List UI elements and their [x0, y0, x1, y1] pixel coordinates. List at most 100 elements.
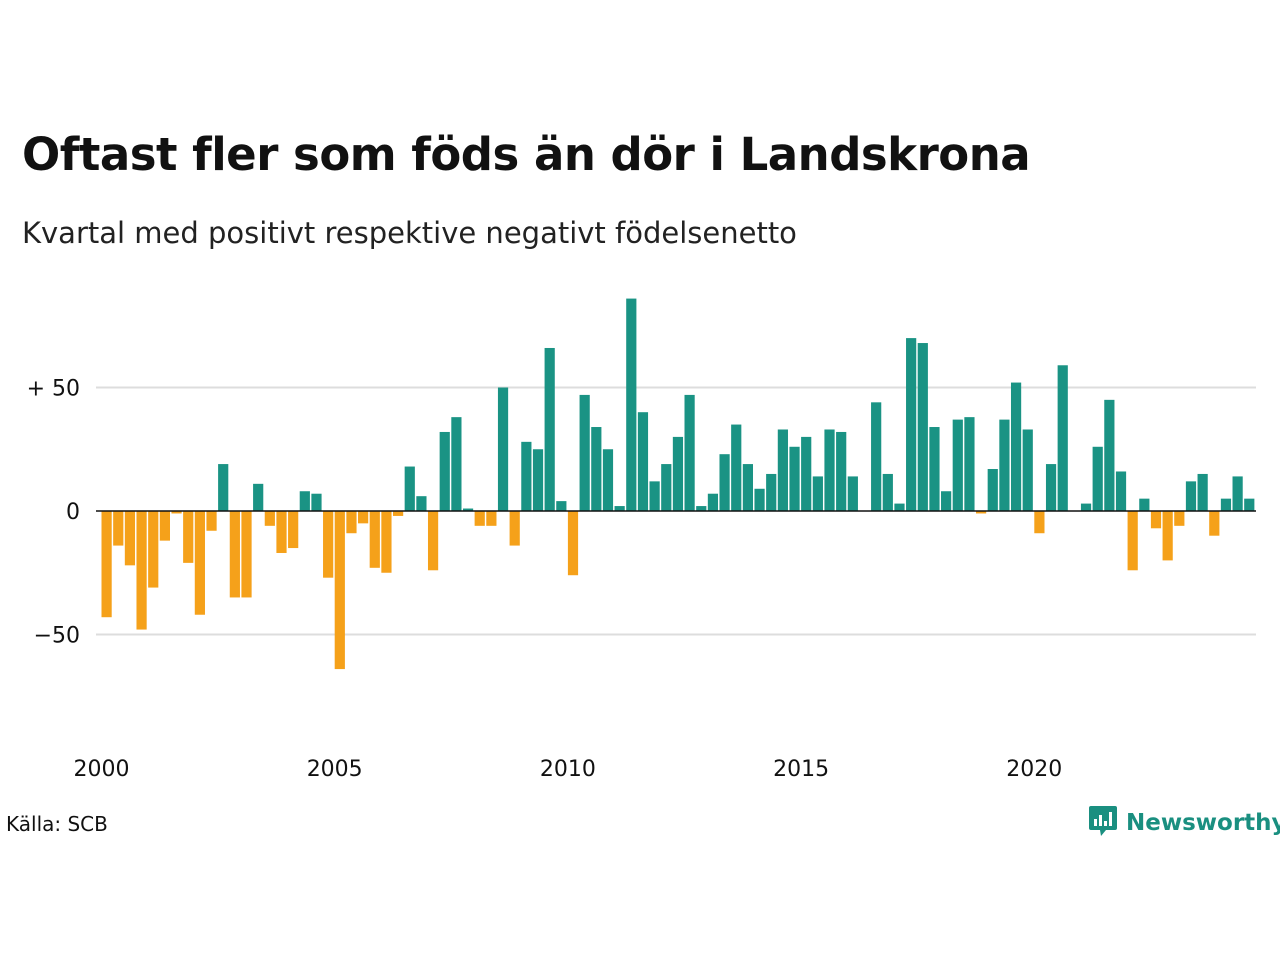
bar — [1127, 511, 1138, 571]
newsworthy-brand: Newsworthy — [1088, 804, 1280, 842]
bar — [1197, 473, 1208, 511]
bar — [754, 488, 765, 511]
brand-name: Newsworthy — [1126, 810, 1280, 836]
bar — [229, 511, 240, 598]
bar — [381, 511, 392, 573]
bar — [323, 511, 334, 578]
bar — [789, 446, 800, 511]
bar — [532, 449, 544, 511]
bar — [1104, 399, 1115, 511]
bar — [836, 431, 847, 511]
bar — [1080, 503, 1092, 511]
bar — [346, 511, 357, 534]
bar — [1209, 511, 1220, 536]
bar — [404, 466, 415, 511]
bar — [766, 473, 777, 511]
bar — [194, 511, 205, 615]
bar — [707, 493, 719, 511]
bar — [253, 483, 264, 511]
bar — [1232, 476, 1243, 511]
bar — [731, 424, 742, 511]
bar — [509, 511, 520, 546]
bar — [602, 449, 614, 511]
bar — [334, 511, 345, 670]
bar — [497, 387, 509, 511]
bar — [544, 347, 555, 511]
bar — [1244, 498, 1255, 511]
bar — [1174, 511, 1185, 526]
bar — [206, 511, 217, 531]
bar — [1010, 382, 1022, 511]
bar — [719, 454, 730, 511]
bar — [1045, 464, 1057, 511]
bar — [1162, 511, 1173, 561]
bar — [358, 511, 369, 524]
bar — [1115, 471, 1127, 511]
bar — [894, 503, 905, 511]
x-tick-label: 2005 — [307, 757, 363, 782]
bar — [579, 394, 590, 511]
axes: −50 0 + 50 2000 2005 2010 2015 2020 — [27, 377, 1256, 782]
bar — [311, 493, 322, 511]
bar — [777, 429, 788, 511]
bar — [637, 412, 649, 511]
bar — [556, 501, 567, 511]
bar — [1092, 446, 1103, 511]
source-note: Källa: SCB — [6, 812, 108, 836]
bar — [299, 491, 310, 511]
bar — [941, 491, 952, 511]
bar — [1220, 498, 1232, 511]
bar — [649, 481, 660, 511]
bar — [801, 436, 812, 511]
bar — [1185, 481, 1197, 511]
bar — [159, 511, 170, 541]
bar — [626, 298, 637, 511]
bar — [684, 394, 695, 511]
bar — [847, 476, 858, 511]
bar — [591, 427, 602, 511]
bar — [416, 496, 427, 511]
bar — [964, 417, 975, 511]
bar — [462, 508, 474, 511]
bar — [1022, 429, 1033, 511]
bar — [241, 511, 252, 598]
bar — [614, 506, 625, 511]
bar — [987, 469, 998, 511]
bar — [1150, 511, 1162, 529]
newsworthy-logo-icon — [1088, 804, 1118, 842]
bar — [882, 473, 893, 511]
x-tick-label: 2020 — [1006, 757, 1062, 782]
bar — [672, 436, 684, 511]
bar — [393, 511, 404, 516]
bar — [906, 338, 917, 511]
x-tick-label: 2000 — [74, 757, 130, 782]
y-tick-label: + 50 — [27, 377, 80, 402]
bar — [474, 511, 485, 526]
bar — [451, 417, 462, 511]
bar — [183, 511, 194, 563]
chart-title: Oftast fler som föds än dör i Landskrona — [22, 128, 1031, 181]
bar — [218, 464, 229, 511]
x-tick-label: 2010 — [540, 757, 596, 782]
bar — [369, 511, 380, 568]
bar — [929, 427, 940, 511]
bar — [1139, 498, 1150, 511]
bar — [871, 402, 882, 511]
bar — [124, 511, 136, 566]
bar — [824, 429, 835, 511]
y-tick-label: −50 — [34, 624, 80, 649]
bar — [486, 511, 497, 526]
bar — [567, 511, 579, 576]
bar — [812, 476, 823, 511]
bar — [148, 511, 159, 588]
bar — [439, 431, 450, 511]
y-tick-label: 0 — [66, 500, 80, 525]
bar — [427, 511, 439, 571]
bar — [952, 419, 963, 511]
bar — [976, 511, 987, 514]
bar — [521, 441, 532, 511]
bars — [101, 298, 1255, 670]
bar — [113, 511, 124, 546]
bar — [276, 511, 287, 553]
